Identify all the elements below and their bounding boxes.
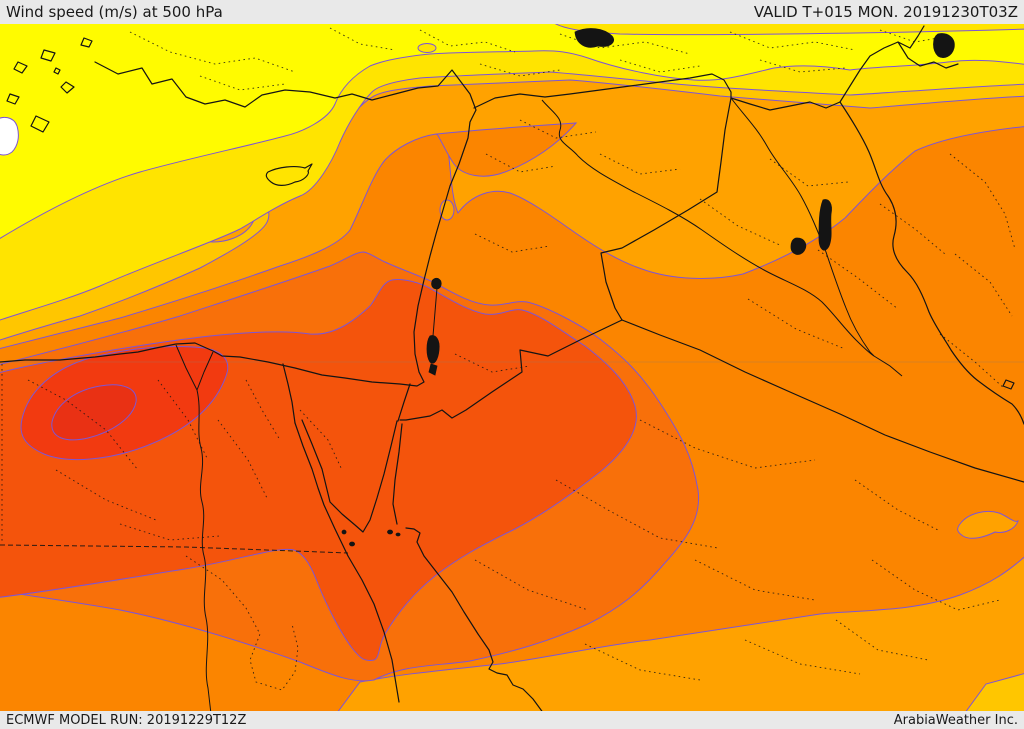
egypt-sudan-border: [0, 544, 349, 554]
nile-river: [196, 389, 212, 711]
iran-iraq-border: [839, 101, 1024, 425]
model-run-label: ECMWF MODEL RUN: 20191229T12Z: [6, 712, 247, 728]
band-white-spot: [0, 116, 19, 156]
mediterranean-coastline: [0, 61, 477, 387]
map-title: Wind speed (m/s) at 500 hPa: [6, 3, 223, 21]
red-sea-islets: [341, 529, 401, 547]
sinai-coast: [301, 419, 398, 533]
aqaba-saudi-coast: [392, 423, 543, 711]
aegean-islands: [6, 37, 93, 133]
jordan-river: [432, 287, 438, 337]
iraq-saudi-border: [621, 319, 1024, 483]
lake-urmia: [933, 33, 955, 58]
rivers-lakes: [175, 28, 955, 711]
band-amber-corner: [965, 673, 1024, 711]
footer-bar: ECMWF MODEL RUN: 20191229T12Z ArabiaWeat…: [0, 711, 1024, 729]
band-deep-red-core: [51, 384, 137, 441]
jordan-saudi-border: [399, 319, 623, 421]
country-borders: [0, 25, 1024, 711]
admin-boundaries: [0, 27, 1016, 691]
brand-label: ArabiaWeather Inc.: [893, 712, 1018, 728]
gulf-suez-red-sea-west: [294, 422, 400, 703]
caucasus-borders: [897, 41, 959, 69]
nile-delta: [175, 344, 214, 391]
lake-razzaza: [790, 237, 807, 255]
cyprus: [265, 163, 313, 186]
band-yellow-top-strip: [554, 24, 1024, 36]
israel-egypt-border: [397, 383, 411, 422]
lake-van: [574, 28, 615, 48]
shatt-islands: [1002, 379, 1015, 390]
valid-time-label: VALID T+015 MON. 20191230T03Z: [753, 3, 1018, 21]
lake-tharthar: [818, 199, 832, 251]
isotach-map-svg: [0, 24, 1024, 711]
euphrates-river: [541, 99, 875, 357]
band-orange-ring: [439, 199, 455, 221]
band-dark-orange-wedge: [436, 122, 578, 177]
band-orange-blob-iraq: [957, 510, 1019, 539]
isotach-bands: [0, 24, 1024, 711]
band-orange-south: [337, 556, 1024, 711]
dead-sea: [426, 335, 440, 376]
header-bar: Wind speed (m/s) at 500 hPa VALID T+015 …: [0, 0, 1024, 24]
map-canvas: [0, 24, 1024, 711]
syria-iraq-border: [600, 97, 732, 321]
sea-of-galilee: [431, 277, 442, 290]
turkey-borders: [473, 25, 925, 111]
suez-canal: [282, 363, 296, 424]
band-bright-yellow: [0, 24, 1024, 239]
band-yellow-ring: [417, 43, 437, 53]
